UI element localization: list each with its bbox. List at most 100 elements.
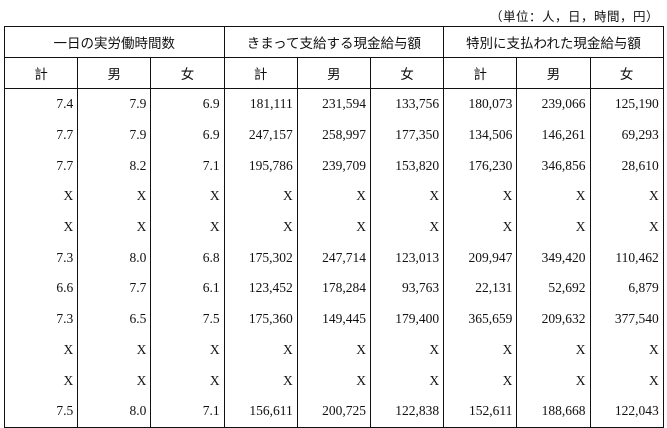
table-cell: 52,692 bbox=[516, 273, 591, 304]
table-cell: X bbox=[77, 334, 152, 366]
table-cell: 125,190 bbox=[589, 88, 664, 120]
table-cell: 8.0 bbox=[77, 242, 152, 274]
table-cell: X bbox=[77, 365, 152, 396]
table-cell: 22,131 bbox=[443, 273, 518, 304]
table-cell: X bbox=[150, 365, 225, 396]
table-cell: X bbox=[443, 334, 518, 366]
table-cell: X bbox=[443, 211, 518, 243]
table-row: 7.7 7.9 6.9 247,157 258,997 177,350 134,506 146… bbox=[3, 119, 664, 151]
table-cell: X bbox=[443, 181, 518, 212]
table-cell: 6.6 bbox=[3, 273, 79, 304]
table-cell: 195,786 bbox=[223, 150, 298, 182]
table-cell: 134,506 bbox=[443, 119, 518, 151]
table-cell: 188,668 bbox=[516, 395, 591, 428]
table-cell: X bbox=[516, 211, 591, 243]
table-cell: 377,540 bbox=[589, 303, 664, 335]
table-cell: X bbox=[3, 211, 79, 243]
sub-header-male: 男 bbox=[77, 57, 152, 89]
table-cell: 7.3 bbox=[3, 242, 79, 274]
table-row: 7.3 6.5 7.5 175,360 149,445 179,400 365,659 209… bbox=[3, 303, 664, 335]
table-cell: X bbox=[516, 181, 591, 212]
table-cell: 247,157 bbox=[223, 119, 298, 151]
table-cell: 209,632 bbox=[516, 303, 591, 335]
table-cell: 122,838 bbox=[369, 395, 445, 428]
table-cell: X bbox=[77, 181, 152, 212]
table-cell: 6,879 bbox=[589, 273, 664, 304]
table-cell: 6.9 bbox=[150, 88, 225, 120]
table-cell: 6.1 bbox=[150, 273, 225, 304]
table-row: 7.7 8.2 7.1 195,786 239,709 153,820 176,230 346… bbox=[3, 150, 664, 182]
group-header-row: 一日の実労働時間数 きまって支給する現金給与額 特別に支払われた現金給与額 bbox=[4, 26, 664, 58]
table-cell: X bbox=[223, 365, 298, 396]
table-cell: 239,066 bbox=[516, 88, 591, 120]
table-cell: 93,763 bbox=[369, 273, 445, 304]
table-cell: X bbox=[223, 211, 298, 243]
sub-header-total: 計 bbox=[223, 57, 298, 89]
table-cell: 7.7 bbox=[77, 273, 152, 304]
table-cell: 209,947 bbox=[443, 242, 518, 274]
table-cell: X bbox=[223, 334, 298, 366]
group-header-hours: 一日の実労働時間数 bbox=[4, 26, 225, 58]
sub-header-male: 男 bbox=[516, 57, 591, 89]
table-cell: 7.5 bbox=[3, 395, 79, 428]
table-cell: X bbox=[369, 211, 445, 243]
table-cell: X bbox=[77, 211, 152, 243]
table-cell: 6.9 bbox=[150, 119, 225, 151]
table-cell: 180,073 bbox=[443, 88, 518, 120]
group-header-special-pay: 特別に支払われた現金給与額 bbox=[443, 26, 664, 58]
table-cell: 7.7 bbox=[3, 119, 79, 151]
table-cell: 153,820 bbox=[369, 150, 445, 182]
sub-header-female: 女 bbox=[150, 57, 225, 89]
table-cell: 247,714 bbox=[296, 242, 371, 274]
table-cell: 8.0 bbox=[77, 395, 152, 428]
table-cell: X bbox=[296, 334, 371, 366]
sub-header-female: 女 bbox=[589, 57, 664, 89]
table-cell: 146,261 bbox=[516, 119, 591, 151]
table-cell: 7.3 bbox=[3, 303, 79, 335]
table-cell: X bbox=[589, 211, 664, 243]
table-cell: X bbox=[369, 181, 445, 212]
table-row: 7.5 8.0 7.1 156,611 200,725 122,838 152,611 188… bbox=[3, 395, 664, 428]
table-cell: 258,997 bbox=[296, 119, 371, 151]
table-body: 7.4 7.9 6.9 181,111 231,594 133,756 180,073 239… bbox=[3, 88, 664, 428]
table-cell: 7.9 bbox=[77, 119, 152, 151]
table-cell: 8.2 bbox=[77, 150, 152, 182]
table-cell: X bbox=[369, 334, 445, 366]
wage-table: 一日の実労働時間数 きまって支給する現金給与額 特別に支払われた現金給与額 計 … bbox=[3, 26, 664, 428]
table-cell: 6.5 bbox=[77, 303, 152, 335]
sub-header-male: 男 bbox=[296, 57, 371, 89]
table-cell: 123,452 bbox=[223, 273, 298, 304]
table-cell: X bbox=[223, 181, 298, 212]
table-cell: X bbox=[296, 211, 371, 243]
table-cell: X bbox=[589, 181, 664, 212]
table-cell: X bbox=[296, 181, 371, 212]
table-cell: 239,709 bbox=[296, 150, 371, 182]
table-cell: 28,610 bbox=[589, 150, 664, 182]
group-header-regular-pay: きまって支給する現金給与額 bbox=[223, 26, 445, 58]
table-cell: 181,111 bbox=[223, 88, 298, 120]
table-cell: 175,360 bbox=[223, 303, 298, 335]
sub-header-row: 計 男 女 計 男 女 計 男 女 bbox=[3, 57, 664, 89]
table-cell: 177,350 bbox=[369, 119, 445, 151]
table-cell: 7.4 bbox=[3, 88, 79, 120]
table-cell: X bbox=[443, 365, 518, 396]
table-cell: 110,462 bbox=[589, 242, 664, 274]
table-cell: 349,420 bbox=[516, 242, 591, 274]
table-cell: 156,611 bbox=[223, 395, 298, 428]
table-cell: X bbox=[369, 365, 445, 396]
table-cell: X bbox=[150, 181, 225, 212]
table-cell: 152,611 bbox=[443, 395, 518, 428]
table-cell: 231,594 bbox=[296, 88, 371, 120]
table-cell: 123,013 bbox=[369, 242, 445, 274]
table-cell: X bbox=[150, 334, 225, 366]
table-cell: 6.8 bbox=[150, 242, 225, 274]
table-row: 6.6 7.7 6.1 123,452 178,284 93,763 22,131 52,69… bbox=[3, 273, 664, 304]
table-cell: 149,445 bbox=[296, 303, 371, 335]
table-cell: X bbox=[516, 334, 591, 366]
table-cell: 200,725 bbox=[296, 395, 371, 428]
table-cell: 7.1 bbox=[150, 395, 225, 428]
